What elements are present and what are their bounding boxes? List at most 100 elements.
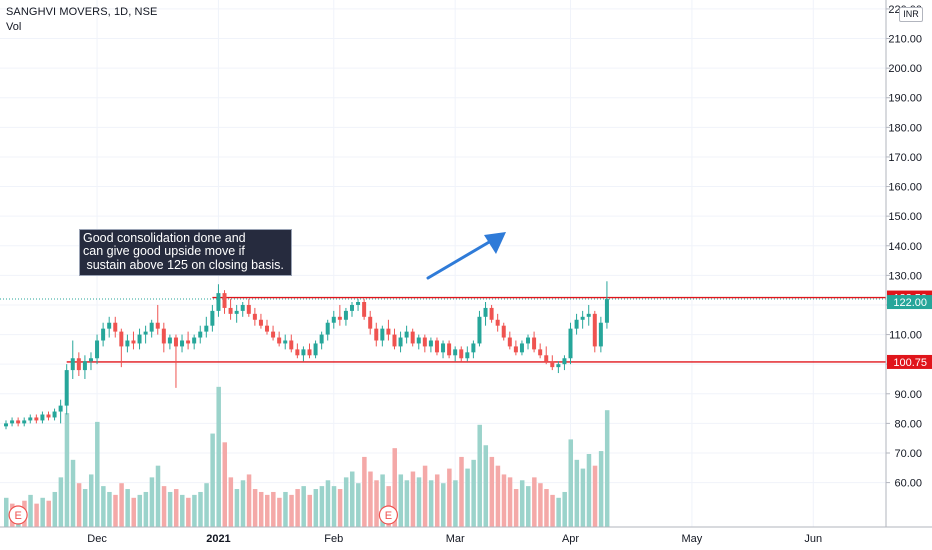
candle-body[interactable] — [64, 370, 69, 406]
candle-body[interactable] — [410, 331, 415, 344]
candle-body[interactable] — [550, 361, 555, 368]
candle-body[interactable] — [526, 337, 531, 344]
candle-body[interactable] — [586, 313, 591, 317]
candle-body[interactable] — [173, 337, 178, 347]
candle-body[interactable] — [161, 328, 166, 344]
candle-body[interactable] — [246, 304, 251, 314]
candle-body[interactable] — [416, 337, 421, 344]
candle-body[interactable] — [337, 316, 342, 320]
candle-body[interactable] — [483, 307, 488, 317]
candle-body[interactable] — [568, 328, 573, 359]
candle-body[interactable] — [538, 349, 543, 356]
trend-arrow-line[interactable] — [426, 236, 498, 280]
candle-body[interactable] — [295, 349, 300, 356]
candle-body[interactable] — [46, 414, 51, 418]
candle-body[interactable] — [125, 340, 130, 347]
candle-body[interactable] — [289, 340, 294, 350]
candle-body[interactable] — [252, 313, 257, 320]
candle-body[interactable] — [10, 420, 15, 424]
candle-body[interactable] — [113, 322, 118, 332]
candle-body[interactable] — [447, 343, 452, 356]
candle-body[interactable] — [331, 316, 336, 323]
candle-body[interactable] — [386, 328, 391, 335]
candle-body[interactable] — [465, 352, 470, 359]
candle-body[interactable] — [301, 349, 306, 356]
candle-body[interactable] — [562, 358, 567, 365]
candle-body[interactable] — [228, 307, 233, 314]
candle-body[interactable] — [16, 420, 21, 424]
candle-body[interactable] — [265, 325, 270, 332]
candle-body[interactable] — [58, 405, 63, 412]
candle-body[interactable] — [313, 343, 318, 356]
candle-body[interactable] — [210, 310, 215, 326]
candle-body[interactable] — [234, 310, 239, 314]
earnings-marker-icon[interactable] — [8, 505, 28, 525]
candle-body[interactable] — [513, 346, 518, 353]
candle-body[interactable] — [198, 331, 203, 338]
candle-body[interactable] — [374, 328, 379, 341]
candle-body[interactable] — [95, 340, 100, 359]
candle-body[interactable] — [204, 325, 209, 332]
candle-body[interactable] — [222, 293, 227, 308]
candle-body[interactable] — [149, 322, 154, 332]
candle-body[interactable] — [143, 331, 148, 335]
candle-body[interactable] — [107, 322, 112, 329]
candle-body[interactable] — [471, 343, 476, 353]
candle-body[interactable] — [556, 364, 561, 368]
candle-body[interactable] — [70, 358, 75, 371]
candle-body[interactable] — [4, 423, 8, 427]
time-axis-panel[interactable] — [0, 527, 932, 550]
candle-body[interactable] — [192, 337, 197, 344]
candle-body[interactable] — [544, 355, 549, 362]
candle-body[interactable] — [434, 340, 439, 353]
candle-body[interactable] — [22, 420, 27, 424]
candle-body[interactable] — [76, 358, 81, 371]
earnings-marker-icon[interactable] — [378, 505, 399, 525]
candle-body[interactable] — [34, 417, 39, 421]
candle-body[interactable] — [167, 337, 172, 344]
candle-body[interactable] — [28, 417, 33, 421]
candle-body[interactable] — [404, 331, 409, 338]
candle-body[interactable] — [604, 299, 609, 323]
candle-body[interactable] — [155, 322, 160, 329]
candle-body[interactable] — [258, 319, 263, 326]
candle-body[interactable] — [519, 343, 524, 353]
candle-body[interactable] — [216, 293, 221, 311]
candle-body[interactable] — [574, 319, 579, 329]
candle-body[interactable] — [82, 361, 87, 371]
candle-body[interactable] — [186, 340, 191, 344]
candle-body[interactable] — [343, 310, 348, 320]
candle-body[interactable] — [119, 331, 124, 347]
candle-body[interactable] — [477, 316, 482, 344]
candle-body[interactable] — [598, 322, 603, 347]
candle-body[interactable] — [495, 319, 500, 326]
candle-body[interactable] — [356, 302, 361, 305]
candle-body[interactable] — [240, 304, 245, 311]
candle-body[interactable] — [428, 340, 433, 347]
candle-body[interactable] — [349, 304, 354, 311]
candle-body[interactable] — [398, 337, 403, 347]
candle-body[interactable] — [325, 322, 330, 335]
candle-body[interactable] — [380, 328, 385, 341]
candle-body[interactable] — [392, 334, 397, 347]
candle-body[interactable] — [277, 337, 282, 344]
candle-body[interactable] — [319, 334, 324, 344]
price-axis-panel[interactable] — [886, 0, 932, 550]
candle-body[interactable] — [507, 337, 512, 347]
currency-badge[interactable]: INR — [899, 7, 923, 22]
candle-body[interactable] — [580, 316, 585, 320]
candle-body[interactable] — [453, 349, 458, 356]
candle-body[interactable] — [40, 414, 45, 421]
candle-body[interactable] — [489, 307, 494, 320]
candle-body[interactable] — [271, 331, 276, 338]
candle-body[interactable] — [532, 337, 537, 350]
candle-body[interactable] — [88, 358, 93, 362]
candle-body[interactable] — [441, 343, 446, 353]
candle-body[interactable] — [307, 349, 312, 356]
annotation-text-box[interactable]: Good consolidation done and can give goo… — [79, 229, 292, 277]
candle-body[interactable] — [501, 325, 506, 338]
candle-body[interactable] — [459, 349, 464, 359]
candle-body[interactable] — [592, 313, 597, 347]
